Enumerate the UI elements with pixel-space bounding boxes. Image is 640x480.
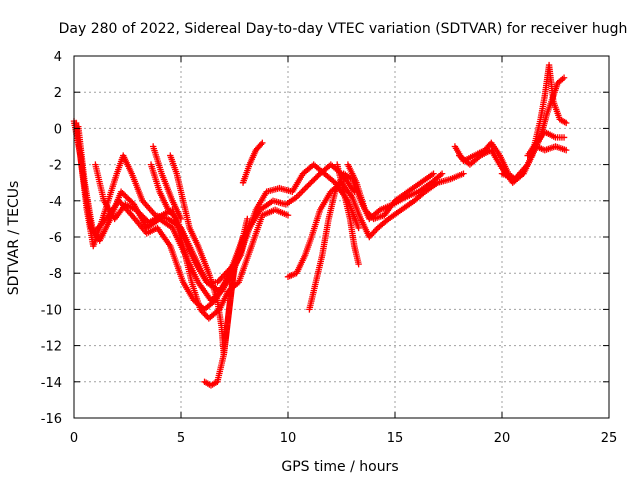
x-tick-label-1: 5 <box>177 431 185 446</box>
data-point <box>311 176 318 183</box>
data-point <box>309 177 317 184</box>
series-16 <box>498 143 570 183</box>
data-point <box>430 170 437 177</box>
data-point <box>244 215 251 223</box>
data-point <box>301 186 308 193</box>
data-point <box>299 187 306 195</box>
x-tick-label-3: 15 <box>387 431 404 446</box>
chart-title: Day 280 of 2022, Sidereal Day-to-day VTE… <box>59 21 628 37</box>
series-8 <box>201 233 247 389</box>
x-tick-label-0: 0 <box>70 431 78 446</box>
data-point <box>117 188 125 195</box>
data-point <box>125 195 132 202</box>
x-tick-label-5: 25 <box>601 431 618 446</box>
axes <box>73 55 610 419</box>
data-layer <box>70 61 570 389</box>
y-tick-label-1: -14 <box>41 376 62 391</box>
data-point <box>127 198 135 205</box>
data-point <box>302 184 309 192</box>
data-point <box>314 173 321 180</box>
data-point <box>126 196 133 204</box>
y-tick-label-9: 2 <box>54 86 62 101</box>
data-point <box>141 215 148 222</box>
series-12 <box>334 161 362 268</box>
data-point <box>306 180 314 187</box>
data-point <box>257 141 265 148</box>
x-tick-label-4: 20 <box>494 431 511 446</box>
data-point <box>563 119 570 127</box>
data-point <box>177 215 185 223</box>
data-point <box>563 146 570 154</box>
series-10 <box>284 170 467 281</box>
series-13 <box>344 161 437 223</box>
data-point <box>305 181 312 189</box>
x-tick-labels: 0 5 10 15 20 25 <box>70 431 617 446</box>
data-point <box>119 189 126 197</box>
y-tick-label-7: -2 <box>49 159 62 174</box>
y-axis-label: SDTVAR / TECUs <box>6 181 22 296</box>
data-point <box>123 194 130 201</box>
y-tick-label-3: -10 <box>41 303 62 318</box>
data-point <box>308 178 315 186</box>
y-tick-label-0: -16 <box>41 412 62 427</box>
data-point <box>296 190 303 198</box>
data-point <box>355 260 362 268</box>
y-tick-label-10: 4 <box>54 50 62 65</box>
y-tick-label-6: -4 <box>49 195 62 210</box>
series-1 <box>70 117 251 295</box>
data-point <box>304 183 311 190</box>
y-tick-label-4: -8 <box>49 267 62 282</box>
data-point <box>142 216 150 223</box>
y-tick-label-8: 0 <box>54 122 62 137</box>
data-point <box>312 174 320 182</box>
series-17 <box>524 128 568 159</box>
y-tick-label-2: -12 <box>41 340 62 355</box>
x-tick-label-2: 10 <box>280 431 297 446</box>
data-point <box>137 210 144 218</box>
series-9 <box>239 139 266 186</box>
y-tick-label-5: -6 <box>49 231 62 246</box>
series-6 <box>149 143 185 223</box>
series-5 <box>147 161 238 286</box>
series-15 <box>456 61 570 186</box>
data-point <box>135 209 143 216</box>
data-point <box>460 170 467 177</box>
data-point <box>259 139 266 147</box>
data-point <box>355 224 362 232</box>
y-tick-labels: -16 -14 -12 -10 -8 -6 -4 -2 0 2 4 <box>41 50 62 427</box>
data-point <box>138 212 145 219</box>
x-axis-label: GPS time / hours <box>281 459 398 475</box>
data-point <box>297 189 305 196</box>
data-point <box>560 74 568 81</box>
data-point <box>134 208 141 215</box>
data-point <box>284 212 292 219</box>
data-point <box>560 134 568 141</box>
data-point <box>122 192 129 200</box>
data-point <box>120 191 128 198</box>
data-point <box>239 233 247 241</box>
data-point <box>132 206 140 214</box>
data-point <box>139 213 147 221</box>
grid <box>74 56 609 418</box>
data-point <box>438 170 446 177</box>
